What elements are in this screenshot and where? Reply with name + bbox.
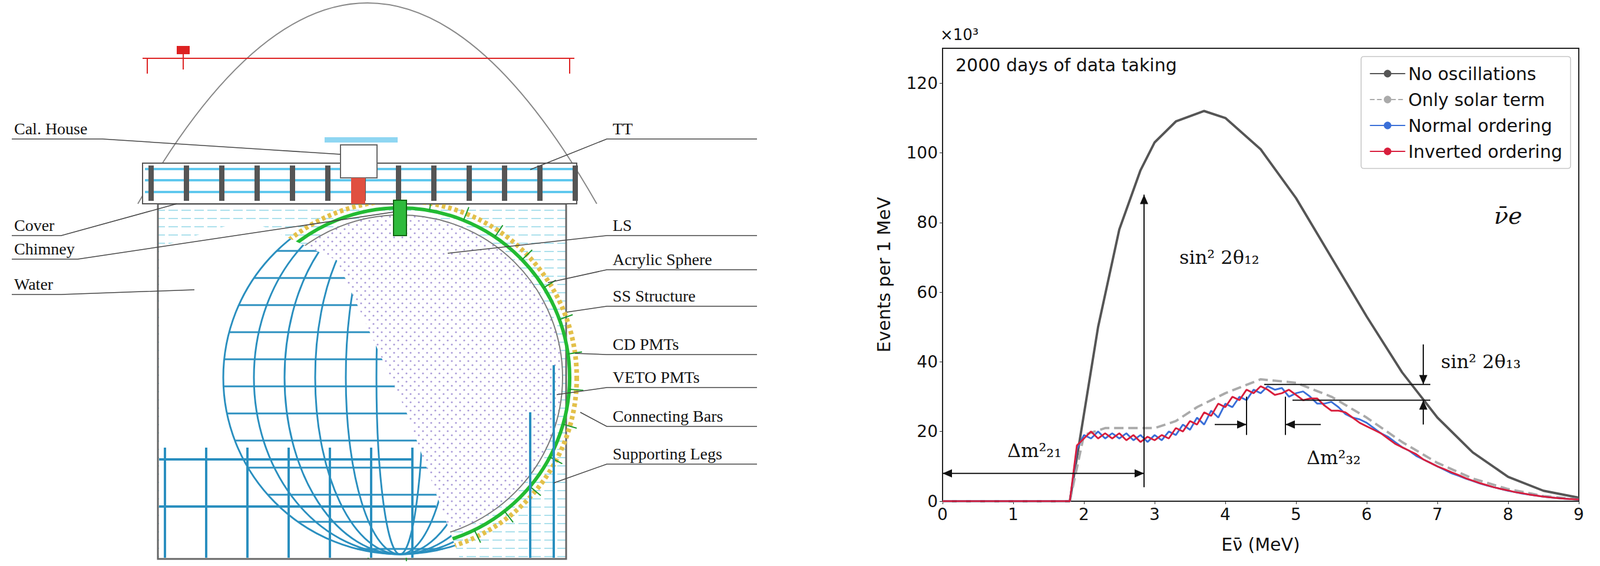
svg-text:CD PMTs: CD PMTs [612,335,679,354]
svg-text:120: 120 [906,73,938,94]
svg-text:3: 3 [1149,504,1160,525]
svg-text:2: 2 [1078,504,1090,525]
svg-text:Chimney: Chimney [14,239,75,259]
svg-text:2000 days of data taking: 2000 days of data taking [955,54,1178,76]
svg-text:Events per 1 MeV: Events per 1 MeV [873,196,895,353]
svg-text:VETO PMTs: VETO PMTs [612,368,700,387]
svg-text:Only solar term: Only solar term [1407,89,1545,111]
svg-text:100: 100 [906,143,938,163]
svg-text:6: 6 [1361,504,1373,525]
svg-text:9: 9 [1573,504,1585,525]
svg-text:Supporting Legs: Supporting Legs [612,444,723,464]
svg-text:40: 40 [916,352,938,372]
svg-text:60: 60 [916,282,938,303]
svg-text:80: 80 [916,212,938,233]
svg-text:Water: Water [14,275,54,294]
svg-text:7: 7 [1432,504,1443,525]
svg-text:Δm²₂₁: Δm²₂₁ [1007,439,1062,462]
svg-text:sin² 2θ₁₃: sin² 2θ₁₃ [1440,350,1522,373]
svg-text:SS Structure: SS Structure [612,286,696,306]
svg-text:Acrylic Sphere: Acrylic Sphere [612,250,713,269]
svg-text:0: 0 [937,504,948,525]
svg-text:×10³: ×10³ [940,25,979,44]
svg-text:4: 4 [1220,504,1231,525]
svg-text:Eν̄ (MeV): Eν̄ (MeV) [1221,534,1301,555]
svg-text:ν̄e: ν̄e [1493,202,1523,230]
svg-text:Δm²₃₂: Δm²₃₂ [1306,446,1361,469]
svg-text:20: 20 [916,421,938,442]
svg-text:8: 8 [1502,504,1514,525]
svg-text:0: 0 [927,491,938,512]
svg-text:LS: LS [612,216,633,235]
svg-text:Inverted ordering: Inverted ordering [1407,141,1563,163]
svg-text:1: 1 [1007,504,1019,525]
svg-text:Cover: Cover [14,216,55,235]
svg-text:No oscillations: No oscillations [1407,63,1536,85]
svg-text:Connecting Bars: Connecting Bars [612,407,723,426]
svg-text:sin² 2θ₁₂: sin² 2θ₁₂ [1179,246,1260,269]
svg-text:Normal ordering: Normal ordering [1407,115,1552,137]
svg-text:TT: TT [612,119,633,138]
svg-text:5: 5 [1290,504,1302,525]
svg-text:Cal. House: Cal. House [14,119,88,138]
